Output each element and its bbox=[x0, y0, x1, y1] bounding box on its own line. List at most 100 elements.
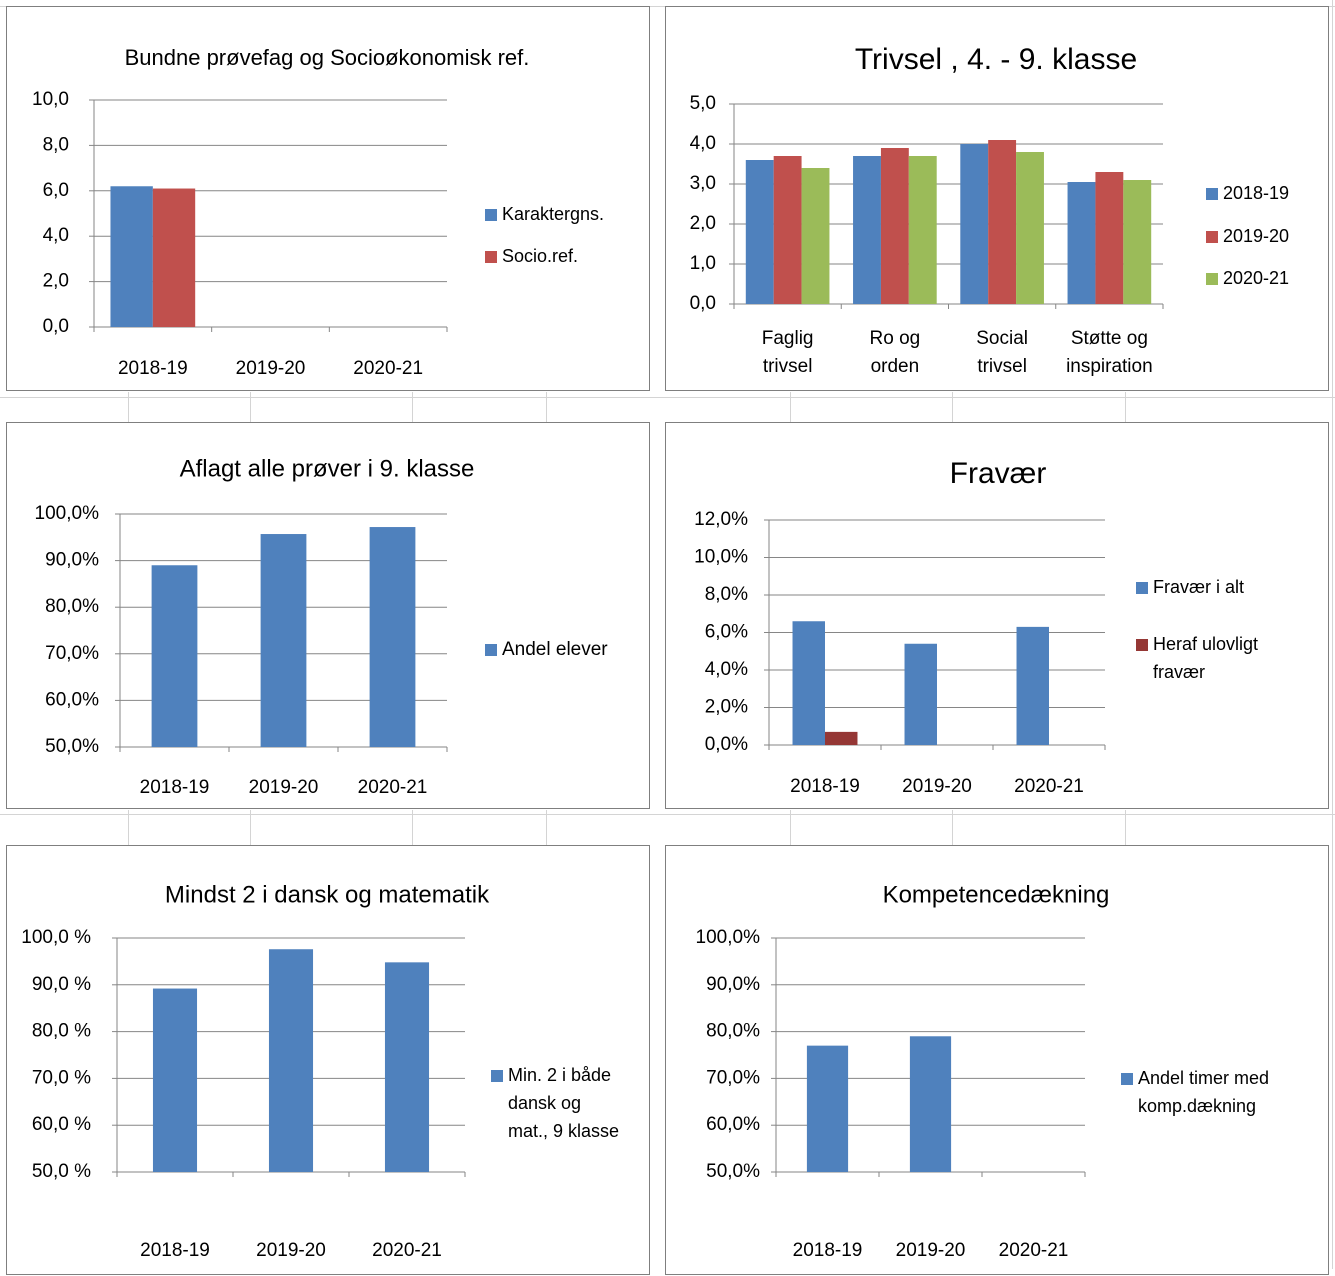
y-tick-label: 60,0 % bbox=[32, 1114, 91, 1135]
legend-label: Socio.ref. bbox=[502, 246, 578, 266]
sheet-row-line bbox=[0, 397, 1335, 398]
bar bbox=[880, 148, 909, 304]
y-tick-label: 6,0% bbox=[705, 622, 748, 643]
x-tick-label: Støtte og bbox=[1071, 328, 1148, 349]
bar bbox=[268, 949, 314, 1172]
chart-svg-aflagt-alle-prover: Aflagt alle prøver i 9. klasse 100,0% 90,0… bbox=[35, 455, 609, 798]
bar bbox=[792, 621, 825, 745]
legend-swatch bbox=[485, 251, 497, 263]
x-tick-label: 2018-19 bbox=[790, 776, 860, 797]
bar bbox=[1016, 152, 1044, 304]
chart-svg-mindst-2: Mindst 2 i dansk og matematik 100,0 % 90,0… bbox=[21, 881, 619, 1261]
y-tick-label: 100,0% bbox=[35, 503, 100, 524]
x-tick-label: 2018-19 bbox=[118, 358, 188, 379]
y-tick-label: 4,0 bbox=[690, 133, 716, 154]
bar bbox=[152, 988, 198, 1172]
bar bbox=[745, 160, 774, 304]
bar bbox=[151, 565, 198, 747]
y-tick-label: 100,0 % bbox=[21, 927, 91, 948]
sheet-col-line bbox=[412, 392, 413, 422]
y-tick-label: 10,0 bbox=[32, 89, 69, 110]
legend-label: 2019-20 bbox=[1223, 226, 1289, 246]
chart-fravaer[interactable]: Fravær 12,0% 10,0% 8,0% 6,0% 4,0% 2,0% 0,0% 2018… bbox=[665, 422, 1329, 809]
sheet-col-line bbox=[546, 392, 547, 422]
chart-title: Bundne prøvefag og Socioøkonomisk ref. bbox=[125, 45, 530, 70]
y-tick-label: 70,0% bbox=[706, 1067, 760, 1088]
sheet-col-line bbox=[1332, 0, 1333, 1269]
y-tick-label: 60,0% bbox=[706, 1114, 760, 1135]
bar bbox=[152, 188, 196, 327]
sheet-col-line bbox=[250, 392, 251, 422]
y-tick-label: 2,0 bbox=[43, 271, 69, 292]
legend-swatch bbox=[1206, 188, 1218, 200]
bar bbox=[806, 1045, 849, 1172]
bar bbox=[773, 156, 802, 304]
legend-label: Min. 2 i både bbox=[508, 1065, 611, 1085]
legend-label: dansk og bbox=[508, 1093, 581, 1113]
chart-trivsel[interactable]: Trivsel , 4. - 9. klasse 5,0 4,0 3,0 2,0 1,0 0… bbox=[665, 6, 1329, 391]
legend-swatch bbox=[1121, 1073, 1133, 1085]
y-tick-label: 4,0% bbox=[705, 659, 748, 680]
legend-label: Fravær i alt bbox=[1153, 577, 1244, 597]
chart-title: Aflagt alle prøver i 9. klasse bbox=[180, 455, 475, 482]
y-tick-label: 0,0 bbox=[43, 316, 69, 337]
bar bbox=[260, 534, 307, 747]
chart-bundne-provefag[interactable]: Bundne prøvefag og Socioøkonomisk ref. 10… bbox=[6, 6, 650, 391]
y-tick-label: 2,0% bbox=[705, 697, 748, 718]
y-tick-label: 60,0% bbox=[45, 689, 99, 710]
chart-title: Kompetencedækning bbox=[883, 881, 1110, 908]
y-tick-label: 80,0 % bbox=[32, 1021, 91, 1042]
bar bbox=[904, 643, 937, 745]
x-tick-label: 2019-20 bbox=[902, 776, 972, 797]
y-tick-label: 8,0% bbox=[705, 584, 748, 605]
legend-label: 2018-19 bbox=[1223, 183, 1289, 203]
sheet-col-line bbox=[128, 392, 129, 422]
chart-mindst-2-dansk-matematik[interactable]: Mindst 2 i dansk og matematik 100,0 % 90,0… bbox=[6, 845, 650, 1275]
chart-title: Fravær bbox=[950, 457, 1047, 490]
sheet-col-line bbox=[790, 392, 791, 422]
chart-title: Trivsel , 4. - 9. klasse bbox=[855, 43, 1137, 76]
bar bbox=[1123, 180, 1152, 304]
chart-svg-trivsel: Trivsel , 4. - 9. klasse 5,0 4,0 3,0 2,0 1,0 0… bbox=[690, 43, 1289, 377]
sheet-col-line bbox=[952, 392, 953, 422]
bar bbox=[825, 731, 858, 745]
chart-svg-fravaer: Fravær 12,0% 10,0% 8,0% 6,0% 4,0% 2,0% 0,0% 2018… bbox=[694, 457, 1258, 797]
x-tick-label: 2019-20 bbox=[896, 1240, 966, 1261]
sheet-col-line bbox=[128, 810, 129, 845]
bar bbox=[960, 144, 989, 304]
sheet-col-line bbox=[790, 810, 791, 845]
sheet-col-line bbox=[412, 810, 413, 845]
sheet-col-line bbox=[1125, 810, 1126, 845]
chart-aflagt-alle-prover[interactable]: Aflagt alle prøver i 9. klasse 100,0% 90,0… bbox=[6, 422, 650, 809]
x-tick-label: 2019-20 bbox=[249, 777, 319, 798]
y-tick-label: 70,0 % bbox=[32, 1067, 91, 1088]
x-tick-label: 2020-21 bbox=[999, 1240, 1069, 1261]
chart-kompetencedaekning[interactable]: Kompetencedækning 100,0% 90,0% 80,0% 70,0% 60… bbox=[665, 845, 1329, 1275]
legend-swatch bbox=[1136, 639, 1148, 651]
y-tick-label: 1,0 bbox=[690, 253, 716, 274]
legend-swatch bbox=[1136, 582, 1148, 594]
x-tick-label: 2020-21 bbox=[1014, 776, 1084, 797]
legend-label: fravær bbox=[1153, 662, 1205, 682]
x-tick-label: 2019-20 bbox=[236, 358, 306, 379]
sheet-col-line bbox=[250, 810, 251, 845]
legend-label: Andel elever bbox=[502, 639, 608, 660]
x-tick-label: 2018-19 bbox=[140, 777, 210, 798]
y-tick-label: 50,0% bbox=[45, 736, 99, 757]
legend-swatch bbox=[1206, 273, 1218, 285]
legend-label: Karaktergns. bbox=[502, 204, 604, 224]
bar bbox=[1067, 182, 1096, 304]
x-tick-label: trivsel bbox=[977, 356, 1027, 377]
legend-label: 2020-21 bbox=[1223, 268, 1289, 288]
x-tick-label: 2019-20 bbox=[256, 1240, 326, 1261]
x-tick-label: 2018-19 bbox=[793, 1240, 863, 1261]
y-tick-label: 80,0% bbox=[45, 596, 99, 617]
x-tick-label: Ro og bbox=[870, 328, 921, 349]
x-tick-label: 2018-19 bbox=[140, 1240, 210, 1261]
y-tick-label: 100,0% bbox=[696, 927, 761, 948]
y-tick-label: 50,0 % bbox=[32, 1161, 91, 1182]
y-tick-label: 90,0% bbox=[45, 550, 99, 571]
legend-swatch bbox=[1206, 231, 1218, 243]
legend-swatch bbox=[485, 644, 497, 656]
y-tick-label: 4,0 bbox=[43, 225, 69, 246]
